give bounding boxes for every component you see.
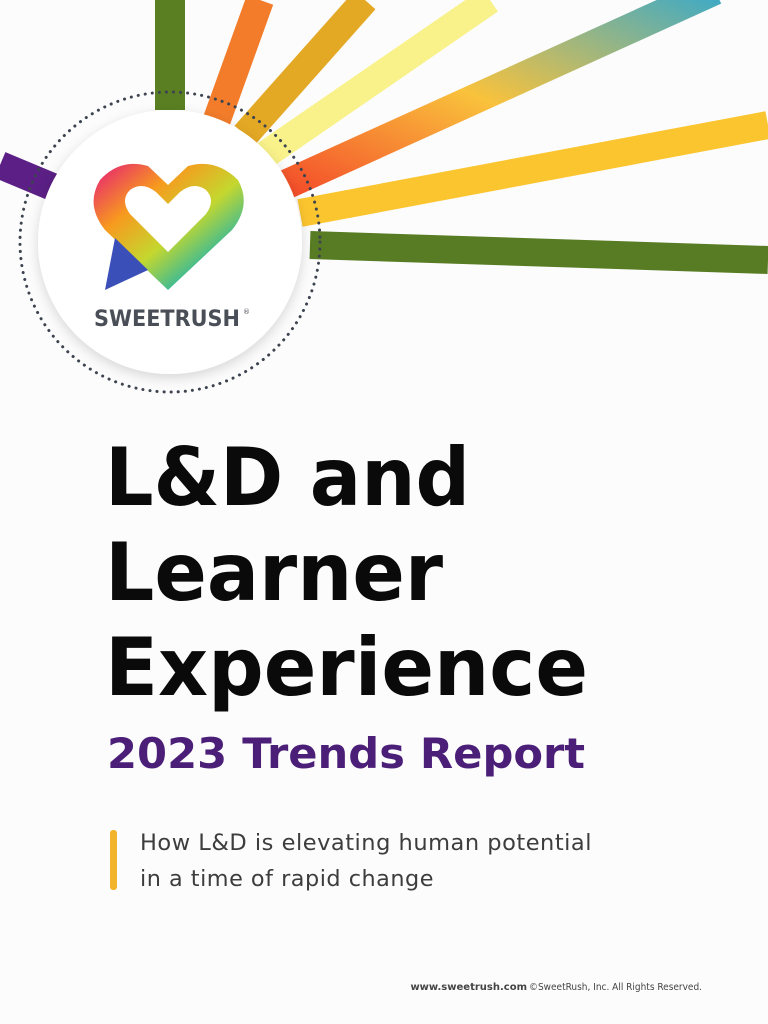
subtitle: 2023 Trends Report	[107, 729, 585, 778]
logo-registered: ®	[243, 308, 250, 316]
footer-link[interactable]: www.sweetrush.com	[410, 982, 527, 993]
tagline: in a time of rapid change	[140, 867, 434, 892]
tagline: How L&D is elevating human potential	[140, 831, 592, 856]
heart-logo	[93, 163, 244, 290]
logo-text: SWEETRUSH	[94, 307, 240, 332]
title-line: Learner	[105, 526, 444, 619]
dotted-ring	[18, 90, 322, 394]
title-line: Experience	[105, 621, 588, 714]
footer-copyright: ©SweetRush, Inc. All Rights Reserved.	[529, 982, 702, 993]
title-line: L&D and	[105, 431, 470, 524]
rays	[0, 0, 768, 274]
accent-bar	[110, 830, 117, 890]
